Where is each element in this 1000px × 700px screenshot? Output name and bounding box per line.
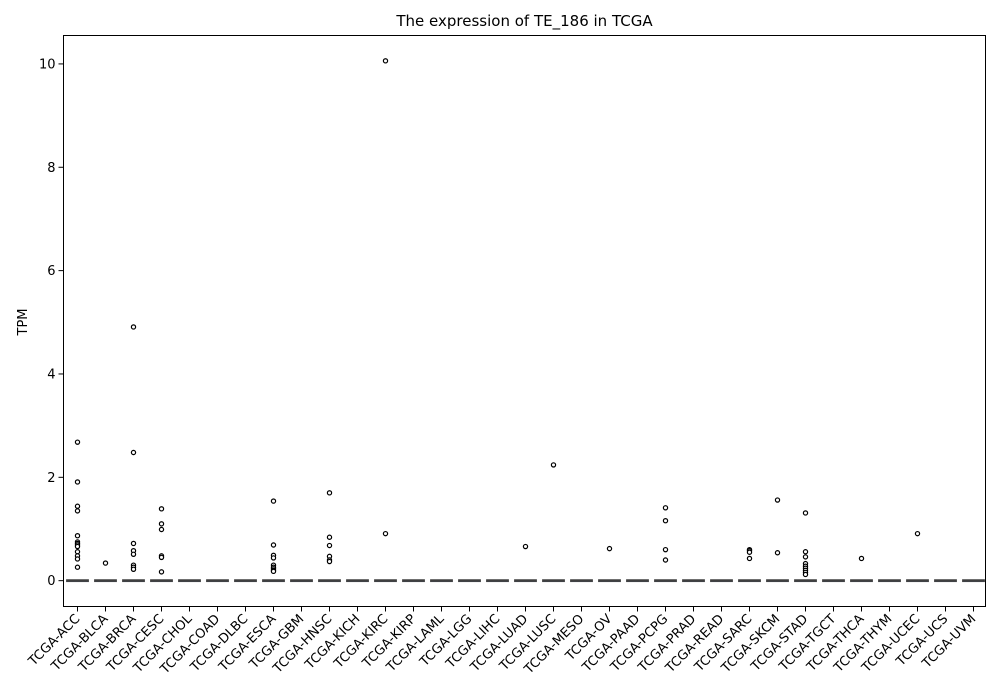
plot-area (66, 58, 985, 583)
outlier-point (326, 534, 333, 540)
y-tick-label: 0 (47, 574, 55, 589)
y-tick-label: 10 (39, 57, 56, 72)
outlier-point (74, 564, 81, 570)
outlier-point (74, 543, 81, 550)
outlier-point (158, 506, 165, 512)
outlier-point (270, 498, 277, 504)
outlier-point (74, 479, 81, 485)
outlier-point (662, 557, 669, 563)
outlier-point (74, 508, 81, 514)
plot-frame (63, 35, 986, 607)
y-tick-label: 6 (47, 264, 55, 279)
outlier-point (382, 58, 389, 64)
outlier-point (102, 560, 109, 566)
outlier-point (662, 505, 669, 511)
outlier-point (326, 558, 333, 565)
outlier-point (326, 542, 333, 549)
chart-title: The expression of TE_186 in TCGA (395, 12, 653, 31)
outlier-point (130, 551, 137, 558)
y-axis-title: TPM (16, 309, 31, 337)
outlier-point (550, 462, 557, 468)
outlier-point (130, 449, 137, 456)
outlier-point (662, 518, 669, 524)
outlier-point (74, 439, 81, 445)
outlier-point (802, 510, 809, 516)
outlier-point (74, 533, 81, 539)
outlier-point (326, 490, 333, 496)
outlier-point (158, 554, 165, 561)
outlier-point (158, 569, 165, 575)
outlier-point (74, 556, 81, 562)
outlier-point (74, 503, 81, 509)
outlier-point (746, 555, 753, 562)
outlier-point (858, 555, 865, 562)
outlier-point (270, 555, 277, 561)
outlier-point (270, 542, 277, 548)
y-tick-label: 2 (47, 471, 55, 486)
outlier-point (270, 568, 277, 575)
outlier-point (662, 546, 669, 553)
outlier-point (802, 571, 809, 578)
outlier-point (158, 526, 165, 533)
y-tick-label: 8 (47, 161, 55, 176)
outlier-point (606, 545, 613, 552)
x-axis: TCGA-ACCTCGA-BLCATCGA-BRCATCGA-CESCTCGA-… (25, 606, 979, 678)
outlier-point (522, 543, 529, 550)
y-tick-label: 4 (47, 367, 55, 382)
outlier-point (130, 566, 137, 572)
outlier-point (914, 530, 921, 537)
outlier-point (802, 554, 809, 560)
outlier-point (158, 521, 165, 527)
outlier-point (130, 324, 137, 330)
outlier-point (774, 497, 781, 503)
outlier-point (802, 549, 809, 555)
y-axis: 0 2 4 6 8 10 (39, 57, 64, 589)
outlier-point (130, 540, 137, 547)
outlier-point (382, 530, 389, 537)
outlier-point (746, 549, 753, 555)
outlier-point (774, 550, 781, 556)
